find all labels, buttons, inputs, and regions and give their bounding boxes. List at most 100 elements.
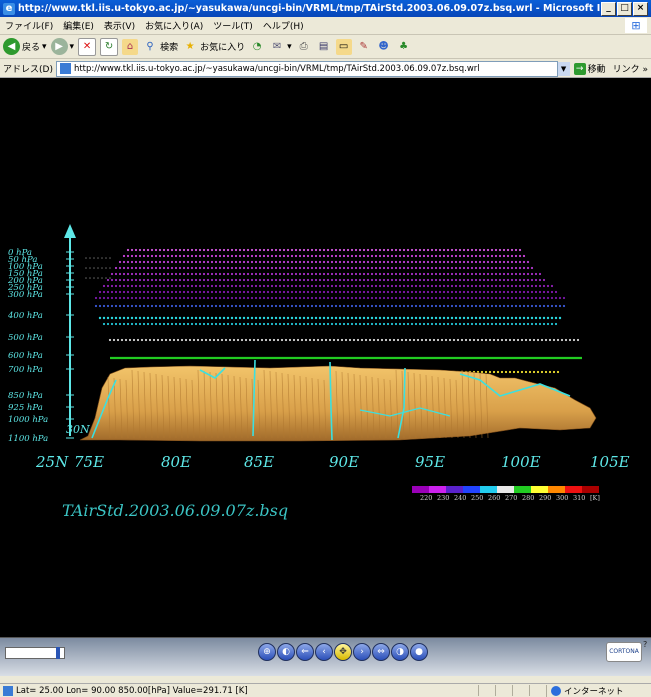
address-input[interactable]: http://www.tkl.iis.u-tokyo.ac.jp/~yasuka…	[55, 60, 558, 77]
close-button[interactable]: ×	[633, 1, 648, 16]
temp-dot	[154, 304, 158, 308]
stop-icon[interactable]: ✕	[78, 37, 97, 56]
temp-dot	[254, 278, 258, 282]
history-icon[interactable]: ◔	[252, 40, 262, 52]
temp-dot	[246, 322, 250, 326]
temp-dot	[230, 248, 234, 252]
restore-view-button[interactable]: ●	[410, 643, 428, 661]
temp-dot	[426, 284, 430, 288]
vrml-viewer[interactable]: 0 hPa 50 hPa 100 hPa 150 hPa 200 hPa 250 hPa 3…	[0, 78, 651, 637]
walk-button[interactable]: ‹	[315, 643, 333, 661]
temp-dot	[170, 260, 174, 264]
go-button[interactable]: → 移動	[570, 62, 610, 75]
temp-dot	[170, 254, 174, 258]
messenger-icon[interactable]: ☻	[378, 40, 389, 52]
temp-dot	[218, 254, 222, 258]
temp-dot	[206, 322, 210, 326]
back-button[interactable]: ◀ 戻る ▾	[3, 37, 47, 57]
temp-dot	[474, 254, 478, 258]
edit-icon[interactable]: ▤	[318, 40, 329, 52]
refresh-icon[interactable]: ↻	[100, 37, 119, 56]
temp-dot	[568, 338, 572, 342]
rotate-right-button[interactable]: ◑	[391, 643, 409, 661]
pan-right-button[interactable]: ⇔	[372, 643, 390, 661]
temp-dot	[382, 304, 386, 308]
temp-dot	[422, 316, 426, 320]
print-icon[interactable]: ⎙	[299, 40, 308, 52]
forward-button[interactable]: ▶ ▾	[50, 37, 74, 57]
vrml-player-logo[interactable]: CORTONA	[606, 642, 642, 662]
rotate-left-button[interactable]: ◐	[277, 643, 295, 661]
temp-dot	[202, 254, 206, 258]
menu-view[interactable]: 表示(V)	[103, 22, 136, 32]
temp-dot	[154, 296, 158, 300]
help-icon[interactable]: ?	[643, 640, 648, 649]
walk-right-button[interactable]: ›	[353, 643, 371, 661]
temp-dot	[138, 296, 142, 300]
temp-dot	[146, 316, 150, 320]
temp-dot	[514, 290, 518, 294]
temp-dot	[138, 278, 142, 282]
temp-dot	[434, 248, 438, 252]
temp-dot	[126, 284, 130, 288]
menu-tools[interactable]: ツール(T)	[213, 22, 253, 32]
research-icon[interactable]: ✎	[359, 40, 368, 52]
menu-file[interactable]: ファイル(F)	[5, 22, 54, 32]
temp-dot	[458, 304, 462, 308]
temp-dot	[414, 272, 418, 276]
temp-dot	[390, 284, 394, 288]
temp-dot	[294, 296, 298, 300]
temp-dot	[242, 260, 246, 264]
temp-dot	[478, 266, 482, 270]
menu-favorites[interactable]: お気に入り(A)	[145, 22, 204, 32]
terrain-ridge	[395, 369, 399, 439]
users-icon[interactable]: ♣	[399, 40, 409, 52]
temp-dot	[270, 304, 274, 308]
links-label[interactable]: リンク »	[612, 65, 648, 75]
folder-icon[interactable]: ▭	[335, 38, 352, 55]
terrain-ridge	[371, 376, 375, 439]
temp-dot	[164, 338, 168, 342]
terrain-ridge	[419, 373, 423, 439]
home-icon[interactable]: ⌂	[122, 38, 139, 55]
temp-dot	[514, 304, 518, 308]
temp-dot	[206, 272, 210, 276]
zoom-in-button[interactable]: ⊕	[258, 643, 276, 661]
maximize-button[interactable]: □	[617, 1, 632, 16]
terrain-ridge	[317, 378, 321, 439]
menu-edit[interactable]: 編集(E)	[63, 22, 94, 32]
navigate-center-button[interactable]: ✥	[334, 643, 352, 661]
temp-dot	[106, 304, 110, 308]
temp-dot	[456, 338, 460, 342]
temp-dot	[142, 278, 146, 282]
temp-dot	[498, 304, 502, 308]
temp-dot	[290, 266, 294, 270]
address-dropdown[interactable]: ▼	[557, 61, 570, 76]
temp-dot	[146, 266, 150, 270]
menu-help[interactable]: ヘルプ(H)	[262, 22, 304, 32]
favorites-button[interactable]: ★ お気に入り	[182, 37, 246, 57]
temp-dot	[418, 304, 422, 308]
temp-dot	[370, 254, 374, 258]
pan-left-button[interactable]: ⇐	[296, 643, 314, 661]
temp-dot	[520, 370, 524, 374]
speed-slider[interactable]	[5, 647, 65, 659]
temp-dot	[166, 278, 170, 282]
minimize-button[interactable]: _	[601, 1, 616, 16]
temp-dot	[186, 316, 190, 320]
status-cell	[529, 685, 546, 696]
temp-dot	[186, 304, 190, 308]
temp-dot	[250, 266, 254, 270]
temp-dot	[274, 284, 278, 288]
temp-dot	[102, 284, 106, 288]
search-button[interactable]: ⚲ 検索	[142, 37, 178, 57]
temp-dot	[354, 290, 358, 294]
speed-slider-thumb[interactable]	[56, 647, 60, 659]
temp-dot	[109, 277, 111, 279]
temp-dot	[216, 338, 220, 342]
mail-icon[interactable]: ✉	[272, 40, 282, 52]
temp-dot	[218, 284, 222, 288]
temp-dot	[230, 296, 234, 300]
temp-dot	[560, 338, 564, 342]
